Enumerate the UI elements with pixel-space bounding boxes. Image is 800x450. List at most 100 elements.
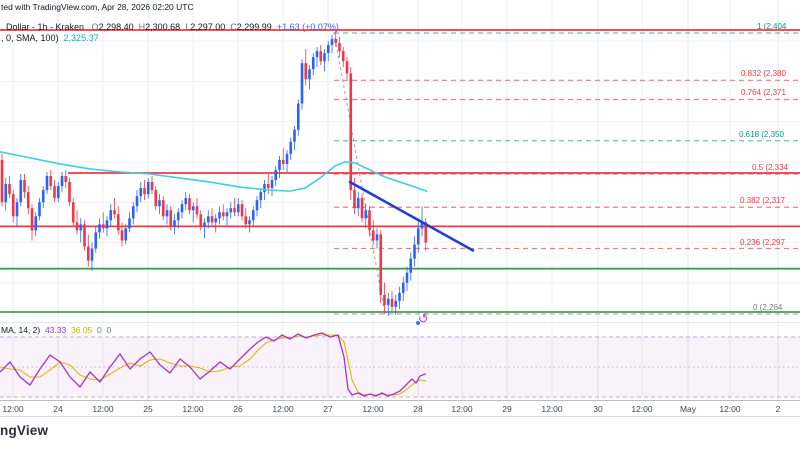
candle-body [56, 186, 60, 199]
candle-body [173, 220, 176, 227]
candle-body [214, 218, 218, 223]
fib-level-label: 0.382 (2,317 [740, 196, 785, 206]
candle-body [371, 230, 375, 241]
time-axis-label[interactable]: 12:00 [631, 404, 653, 414]
credit-line: ted with TradingView.com, Apr 28, 2026 0… [1, 2, 194, 12]
candle-body [120, 230, 124, 241]
candle-body [401, 282, 405, 293]
time-axis-label[interactable]: 12:00 [451, 404, 473, 414]
candle-body [128, 218, 131, 229]
candle-body [255, 200, 259, 211]
tradingview-logo: ngView [0, 423, 49, 438]
candle-body [45, 176, 49, 191]
fib-level-label: 0.832 (2,380 [741, 69, 786, 79]
candle-body [386, 298, 390, 305]
time-axis-label[interactable]: 28 [413, 404, 423, 414]
sma100-line[interactable] [0, 151, 428, 193]
candle-body [199, 214, 203, 227]
candle-body [349, 73, 353, 191]
open-value: 2,298.40 [98, 22, 134, 32]
time-axis-label[interactable]: 12:00 [541, 404, 563, 414]
candle-body [278, 159, 281, 170]
candle-body [315, 51, 319, 58]
stoch-k-line[interactable] [0, 332, 427, 397]
candle-body [195, 206, 199, 215]
candle-body [274, 169, 278, 181]
candle-body [413, 244, 416, 259]
candle-body [26, 192, 30, 209]
candle-body [8, 184, 11, 195]
candle-body [281, 159, 285, 164]
chart-canvas[interactable] [0, 0, 800, 400]
ma-indicator-name: , 0, SMA, 100) [1, 33, 59, 43]
candle-body [218, 212, 221, 219]
candle-body [176, 212, 180, 221]
candle-body [75, 222, 79, 231]
candle-body [83, 224, 86, 247]
candle-body [135, 196, 139, 207]
time-axis-label[interactable]: 2 [775, 404, 781, 414]
candle-body [49, 176, 53, 187]
high-value: 2,300.68 [145, 22, 181, 32]
candle-body [60, 176, 64, 187]
candle-body [225, 212, 229, 217]
fib-level-label: 0.618 (2,350 [739, 129, 784, 139]
stoch-indicator-row: MA, 14, 2) 43.33 36.05 0 0 [1, 325, 111, 335]
time-axis-label[interactable]: 12:00 [92, 404, 114, 414]
candle-body [364, 210, 368, 219]
candle-body [161, 200, 165, 217]
downtrend-line[interactable] [348, 180, 475, 252]
fib-level-label: 1 (2,404 [757, 22, 787, 31]
candle-body [158, 200, 161, 207]
candle-body [184, 198, 188, 205]
price-change: +1.63 (+0.07%) [276, 22, 339, 32]
candle-body [64, 176, 68, 183]
time-axis-label[interactable]: 12:00 [2, 404, 24, 414]
candle-body [233, 208, 236, 213]
candle-body [323, 53, 326, 62]
candle-body [330, 39, 334, 46]
candle-body [405, 272, 409, 283]
candle-body [390, 298, 394, 307]
time-axis-label[interactable]: 12:00 [719, 404, 741, 414]
candle-body [334, 39, 338, 44]
stoch-zero-2: 0 [106, 325, 112, 335]
ma-indicator-value: 2,325.37 [63, 33, 99, 43]
axis-bottom-border [0, 416, 800, 417]
close-value: 2,299.99 [236, 22, 272, 32]
candle-body [251, 210, 255, 221]
time-axis-label[interactable]: 12:00 [182, 404, 204, 414]
time-axis-label[interactable]: 12:00 [362, 404, 384, 414]
time-axis-label[interactable]: 25 [143, 404, 153, 414]
time-axis-label[interactable]: 30 [593, 404, 603, 414]
stoch-indicator-name: MA, 14, 2) [1, 325, 41, 335]
candle-body [109, 210, 113, 221]
time-axis-label[interactable]: 24 [53, 404, 63, 414]
time-axis-label[interactable]: 29 [502, 404, 512, 414]
candle-body [4, 184, 8, 203]
candle-body [154, 190, 158, 207]
candle-body [203, 222, 206, 227]
candle-body [15, 202, 19, 217]
time-axis-label[interactable]: 26 [233, 404, 243, 414]
candle-body [236, 204, 240, 213]
candle-body [68, 182, 71, 203]
time-axis-label[interactable]: 12:00 [272, 404, 294, 414]
candle-body [139, 188, 143, 197]
candle-body [131, 206, 135, 219]
candle-body [296, 103, 300, 130]
candle-body [188, 198, 191, 211]
candle-body [293, 129, 296, 142]
candle-body [206, 216, 210, 223]
time-axis-label[interactable]: May [679, 404, 697, 414]
candle-body [180, 204, 184, 213]
candle-body [240, 204, 244, 217]
candle-body [319, 51, 323, 62]
candle-body [356, 198, 360, 209]
candle-body [289, 141, 293, 154]
candle-body [338, 43, 341, 52]
candle-body [34, 216, 38, 231]
candle-body [71, 202, 75, 223]
time-axis-label[interactable]: 27 [323, 404, 333, 414]
candle-body [383, 294, 386, 305]
